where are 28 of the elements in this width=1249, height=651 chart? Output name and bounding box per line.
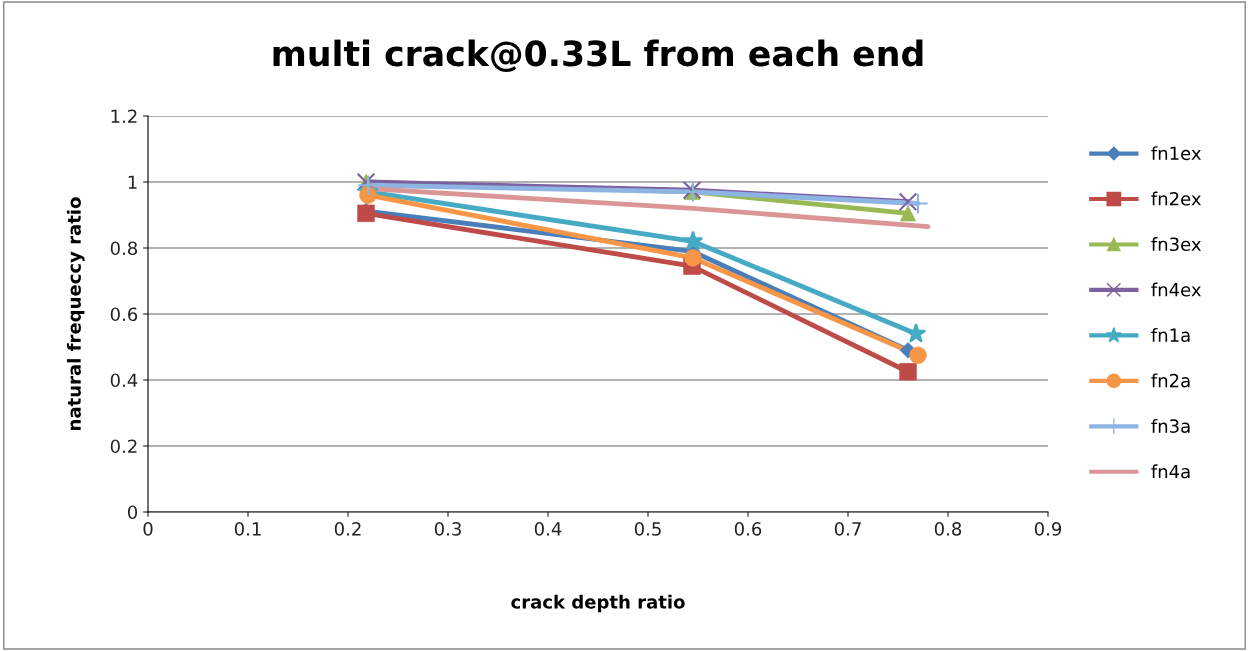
y-tick-label: 0.4 [110, 373, 138, 388]
chart-title: multi crack@0.33L from each end [273, 39, 923, 73]
x-tick-label: 0.9 [1034, 522, 1062, 536]
x-tick-label: 0.7 [834, 522, 861, 536]
legend-label: fn1a [1151, 327, 1190, 342]
y-tick-label: 0.8 [110, 241, 138, 256]
x-tick-label: 0.6 [734, 522, 762, 536]
legend-label: fn3a [1151, 418, 1190, 433]
x-tick-label: 0.4 [534, 522, 562, 536]
x-tick-label: 0 [143, 522, 153, 536]
y-tick-label: 1 [128, 175, 137, 189]
x-tick-label: 0.8 [934, 522, 962, 536]
y-tick-label: 0 [127, 505, 138, 520]
x-tick-label: 0.1 [234, 522, 261, 536]
legend-label: fn2ex [1151, 191, 1202, 206]
x-axis-title: crack depth ratio [511, 594, 685, 613]
x-tick-label: 0.5 [634, 522, 661, 536]
legend-label: fn4ex [1151, 282, 1202, 297]
x-tick-label: 0.3 [434, 522, 461, 536]
x-tick-label: 0.2 [334, 522, 361, 536]
y-tick-label: 0.6 [110, 307, 138, 322]
y-tick-label: 1.2 [111, 109, 137, 123]
legend-label: fn3ex [1151, 237, 1202, 252]
y-tick-label: 0.2 [110, 439, 137, 454]
y-axis-title: natural frequeccy ratio [66, 197, 85, 430]
legend-label: fn2a [1151, 373, 1190, 388]
legend-label: fn4a [1151, 464, 1190, 479]
legend-label: fn1ex [1151, 146, 1202, 161]
